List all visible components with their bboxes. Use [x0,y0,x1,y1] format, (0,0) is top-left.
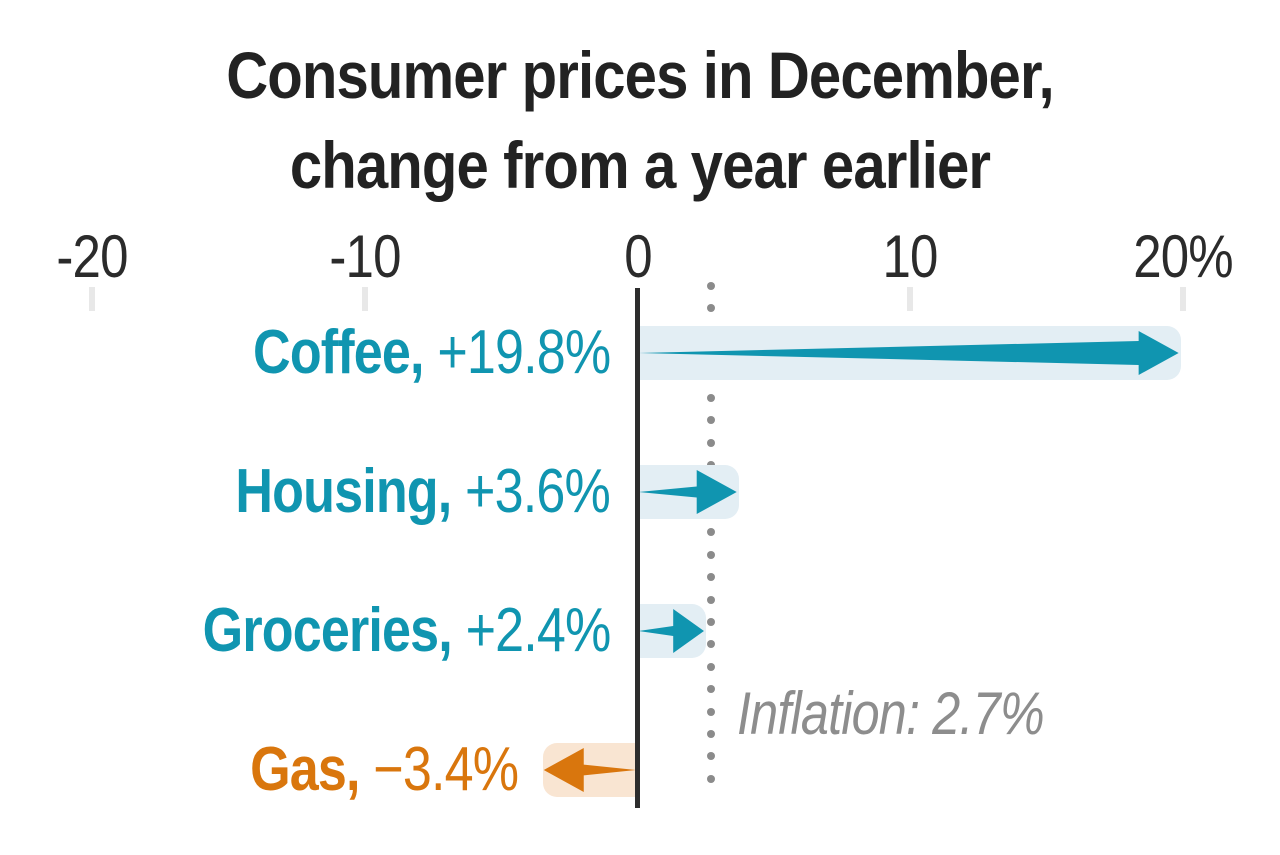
value-label: −3.4% [372,735,519,804]
bar-band [638,326,1181,380]
inflation-reference-dot [707,618,716,626]
x-tick-label: 20% [1133,223,1233,290]
bar-band [638,465,739,519]
inflation-reference-dot [707,595,716,604]
x-tick-label: -10 [329,223,401,290]
inflation-reference-dot [707,394,716,402]
inflation-annotation: Inflation: 2.7% [737,680,1045,747]
inflation-reference-dot [707,438,716,447]
inflation-reference-dot [707,685,716,694]
chart-title: Consumer prices in December, change from… [77,30,1203,210]
x-tick-mark [88,287,95,311]
category-name: Coffee, [252,318,437,387]
x-tick-label: -20 [56,223,128,290]
inflation-reference-dot [707,550,716,559]
value-label: +19.8% [436,318,611,387]
chart-title-line-2: change from a year earlier [289,128,991,202]
bar-band [542,743,637,797]
category-name: Housing, [235,457,466,526]
bar-band [638,604,706,658]
row-label: Coffee, +19.8% [252,317,611,389]
row-label: Gas, −3.4% [249,734,519,806]
inflation-reference-dot [707,752,716,761]
row-label: Groceries, +2.4% [202,595,611,667]
value-label: +3.6% [465,457,611,526]
inflation-reference-dot [707,640,716,649]
inflation-reference-dot [707,416,716,425]
x-tick-label: 0 [623,223,652,290]
inflation-reference-dot [707,774,716,783]
inflation-reference-dot [707,707,716,716]
value-label: +2.4% [465,596,611,665]
inflation-reference-dot [707,662,716,671]
category-name: Groceries, [202,596,466,665]
category-name: Gas, [249,735,373,804]
x-tick-mark [1180,287,1187,311]
chart-title-line-1: Consumer prices in December, [226,38,1054,112]
x-tick-mark [361,287,368,311]
inflation-reference-dot [707,528,716,537]
inflation-reference-dot [707,304,716,313]
x-tick-mark [907,287,914,311]
inflation-reference-dot [707,573,716,582]
inflation-reference-dot [707,730,716,738]
row-label: Housing, +3.6% [235,456,610,528]
x-tick-label: 10 [882,223,939,290]
inflation-reference-dot [707,282,716,290]
zero-axis-line [635,288,640,808]
